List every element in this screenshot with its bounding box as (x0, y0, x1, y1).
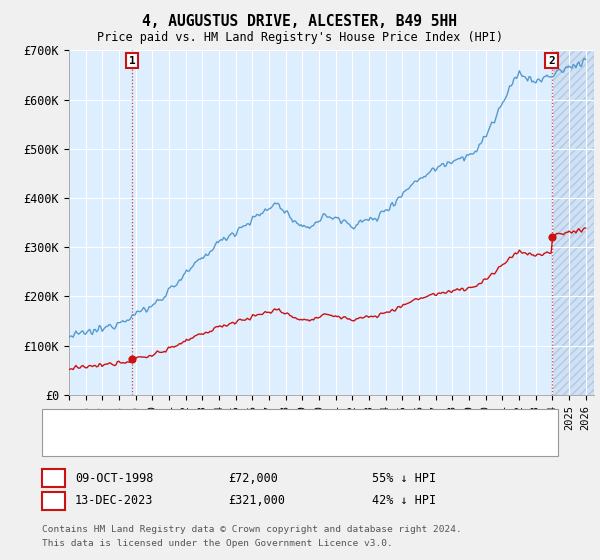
Text: Price paid vs. HM Land Registry's House Price Index (HPI): Price paid vs. HM Land Registry's House … (97, 31, 503, 44)
Point (547, 232, 556, 241)
Text: 42% ↓ HPI: 42% ↓ HPI (372, 494, 436, 507)
Text: 09-OCT-1998: 09-OCT-1998 (75, 472, 154, 485)
Text: HPI: Average price, detached house, Stratford-on-Avon: HPI: Average price, detached house, Stra… (79, 438, 410, 448)
Bar (551, 50, 594, 395)
Text: £72,000: £72,000 (228, 472, 278, 485)
Text: 2: 2 (50, 494, 57, 507)
Text: 55% ↓ HPI: 55% ↓ HPI (372, 472, 436, 485)
Text: This data is licensed under the Open Government Licence v3.0.: This data is licensed under the Open Gov… (42, 539, 393, 548)
Text: 1: 1 (50, 472, 57, 485)
Text: £321,000: £321,000 (228, 494, 285, 507)
Text: 4, AUGUSTUS DRIVE, ALCESTER, B49 5HH (detached house): 4, AUGUSTUS DRIVE, ALCESTER, B49 5HH (de… (79, 417, 410, 427)
Text: 1: 1 (129, 55, 136, 66)
Point (127, 355, 137, 364)
Text: Contains HM Land Registry data © Crown copyright and database right 2024.: Contains HM Land Registry data © Crown c… (42, 525, 462, 534)
Text: 13-DEC-2023: 13-DEC-2023 (75, 494, 154, 507)
Text: 2: 2 (548, 55, 555, 66)
Text: 4, AUGUSTUS DRIVE, ALCESTER, B49 5HH: 4, AUGUSTUS DRIVE, ALCESTER, B49 5HH (143, 14, 458, 29)
